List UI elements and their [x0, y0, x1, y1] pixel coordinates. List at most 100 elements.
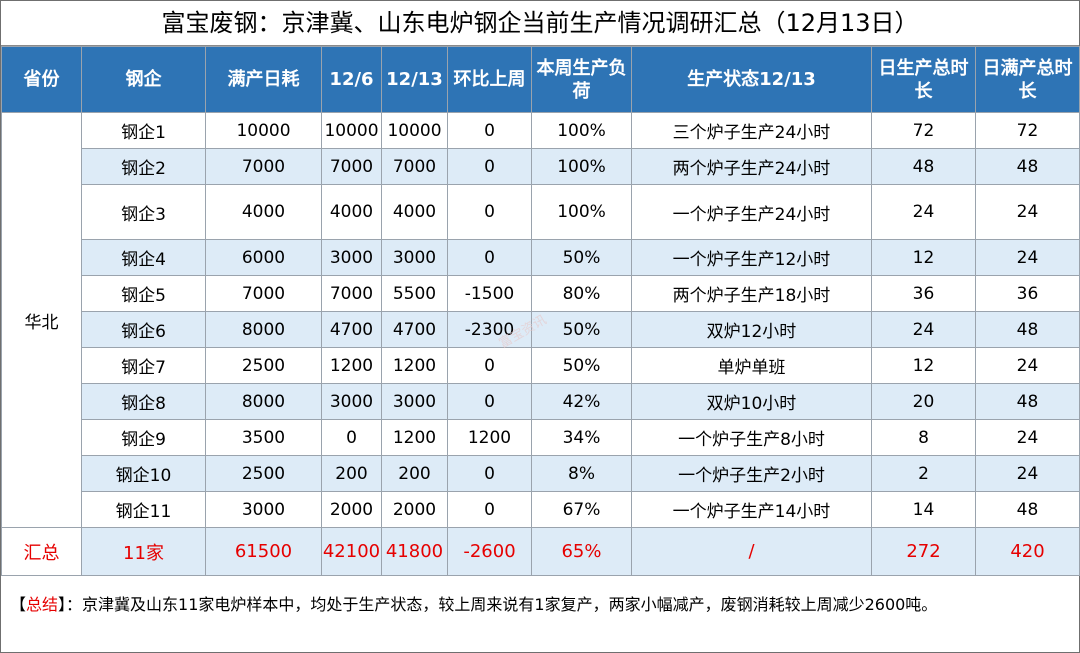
total-status: / — [631, 527, 872, 576]
status-cell: 一个炉子生产14小时 — [631, 491, 872, 528]
total-full-hours: 420 — [975, 527, 1080, 576]
summary-text: 京津冀及山东11家电炉样本中，均处于生产状态，较上周来说有1家复产，两家小幅减产… — [82, 595, 938, 614]
week1-cell: 10000 — [321, 112, 382, 149]
full-hours-cell: 24 — [975, 347, 1080, 384]
change-cell: 0 — [447, 491, 532, 528]
summary-bracket-close: 】： — [58, 595, 83, 614]
company-cell: 钢企3 — [81, 184, 206, 240]
week2-cell: 5500 — [381, 275, 448, 312]
summary-note: 【总结】：京津冀及山东11家电炉样本中，均处于生产状态，较上周来说有1家复产，两… — [1, 583, 1079, 627]
full-hours-cell: 72 — [975, 112, 1080, 149]
change-cell: 0 — [447, 239, 532, 276]
daily-hours-cell: 8 — [871, 419, 976, 456]
daily-hours-cell: 48 — [871, 148, 976, 185]
full-hours-cell: 48 — [975, 148, 1080, 185]
full-daily-cell: 4000 — [205, 184, 322, 240]
change-cell: 0 — [447, 184, 532, 240]
full-daily-cell: 8000 — [205, 383, 322, 420]
company-cell: 钢企2 — [81, 148, 206, 185]
header-full-hours: 日满产总时长 — [975, 46, 1080, 113]
daily-hours-cell: 24 — [871, 311, 976, 348]
full-daily-cell: 2500 — [205, 455, 322, 492]
daily-hours-cell: 12 — [871, 347, 976, 384]
table-row: 钢企7 2500 1200 1200 0 50% 单炉单班 12 24 — [2, 347, 1080, 384]
full-daily-cell: 2500 — [205, 347, 322, 384]
week1-cell: 7000 — [321, 275, 382, 312]
full-hours-cell: 24 — [975, 184, 1080, 240]
week1-cell: 1200 — [321, 347, 382, 384]
company-cell: 钢企1 — [81, 112, 206, 149]
status-cell: 三个炉子生产24小时 — [631, 112, 872, 149]
table-row: 华北 钢企1 10000 10000 10000 0 100% 三个炉子生产24… — [1, 112, 1080, 528]
status-cell: 单炉单班 — [631, 347, 872, 384]
load-cell: 50% — [531, 239, 632, 276]
status-cell: 一个炉子生产2小时 — [631, 455, 872, 492]
status-cell: 一个炉子生产8小时 — [631, 419, 872, 456]
week1-cell: 3000 — [321, 383, 382, 420]
daily-hours-cell: 20 — [871, 383, 976, 420]
table-row: 钢企9 3500 0 1200 1200 34% 一个炉子生产8小时 8 24 — [2, 419, 1080, 456]
load-cell: 42% — [531, 383, 632, 420]
summary-bracket-open: 【 — [10, 595, 27, 614]
week1-cell: 200 — [321, 455, 382, 492]
table-row: 钢企10 2500 200 200 0 8% 一个炉子生产2小时 2 24 — [2, 455, 1080, 492]
full-hours-cell: 36 — [975, 275, 1080, 312]
status-cell: 双炉12小时 — [631, 311, 872, 348]
week1-cell: 3000 — [321, 239, 382, 276]
report-title: 富宝废钢：京津冀、山东电炉钢企当前生产情况调研汇总（12月13日） — [1, 1, 1079, 46]
load-cell: 50% — [531, 311, 632, 348]
week2-cell: 1200 — [381, 347, 448, 384]
daily-hours-cell: 14 — [871, 491, 976, 528]
full-hours-cell: 24 — [975, 419, 1080, 456]
daily-hours-cell: 12 — [871, 239, 976, 276]
total-label: 汇总 — [1, 527, 82, 576]
full-hours-cell: 48 — [975, 311, 1080, 348]
summary-tag: 总结 — [26, 595, 59, 614]
header-row: 省份 钢企 满产日耗 12/6 12/13 环比上周 本周生产负荷 生产状态12… — [1, 46, 1080, 113]
week1-cell: 0 — [321, 419, 382, 456]
full-hours-cell: 48 — [975, 491, 1080, 528]
table-row: 钢企4 6000 3000 3000 0 50% 一个炉子生产12小时 12 2… — [2, 239, 1080, 276]
company-cell: 钢企10 — [81, 455, 206, 492]
company-cell: 钢企8 — [81, 383, 206, 420]
table-row: 钢企5 7000 7000 5500 -1500 80% 两个炉子生产18小时 … — [2, 275, 1080, 312]
full-daily-cell: 6000 — [205, 239, 322, 276]
full-daily-cell: 7000 — [205, 148, 322, 185]
total-load: 65% — [531, 527, 632, 576]
header-province: 省份 — [1, 46, 82, 113]
status-cell: 两个炉子生产18小时 — [631, 275, 872, 312]
week2-cell: 7000 — [381, 148, 448, 185]
production-table: 省份 钢企 满产日耗 12/6 12/13 环比上周 本周生产负荷 生产状态12… — [1, 46, 1080, 576]
change-cell: 0 — [447, 148, 532, 185]
province-cell: 华北 — [1, 112, 82, 528]
load-cell: 67% — [531, 491, 632, 528]
week2-cell: 4000 — [381, 184, 448, 240]
full-hours-cell: 48 — [975, 383, 1080, 420]
week1-cell: 4700 — [321, 311, 382, 348]
load-cell: 50% — [531, 347, 632, 384]
company-cell: 钢企11 — [81, 491, 206, 528]
full-daily-cell: 3500 — [205, 419, 322, 456]
change-cell: -1500 — [447, 275, 532, 312]
full-hours-cell: 24 — [975, 455, 1080, 492]
daily-hours-cell: 36 — [871, 275, 976, 312]
total-change: -2600 — [447, 527, 532, 576]
week2-cell: 2000 — [381, 491, 448, 528]
change-cell: 0 — [447, 455, 532, 492]
status-cell: 一个炉子生产24小时 — [631, 184, 872, 240]
load-cell: 100% — [531, 148, 632, 185]
company-cell: 钢企7 — [81, 347, 206, 384]
header-change: 环比上周 — [447, 46, 532, 113]
status-cell: 两个炉子生产24小时 — [631, 148, 872, 185]
full-daily-cell: 8000 — [205, 311, 322, 348]
daily-hours-cell: 72 — [871, 112, 976, 149]
load-cell: 8% — [531, 455, 632, 492]
company-cell: 钢企9 — [81, 419, 206, 456]
full-daily-cell: 10000 — [205, 112, 322, 149]
table-row: 钢企3 4000 4000 4000 0 100% 一个炉子生产24小时 24 … — [2, 184, 1080, 240]
header-week1: 12/6 — [321, 46, 382, 113]
header-load: 本周生产负荷 — [531, 46, 632, 113]
table-row: 钢企8 8000 3000 3000 0 42% 双炉10小时 20 48 — [2, 383, 1080, 420]
full-hours-cell: 24 — [975, 239, 1080, 276]
company-cell: 钢企4 — [81, 239, 206, 276]
